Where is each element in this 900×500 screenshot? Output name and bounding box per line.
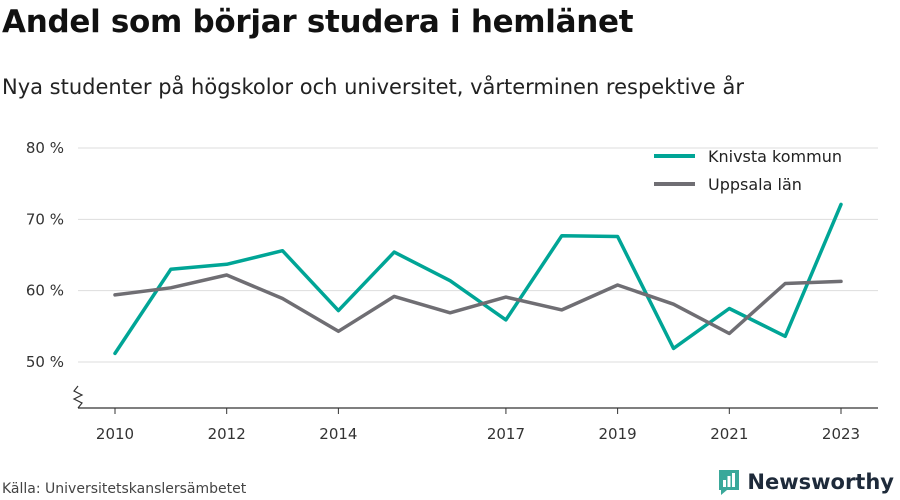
legend: Knivsta kommun Uppsala län	[654, 147, 842, 194]
brand-logo: Newsworthy	[717, 468, 894, 496]
legend-label: Uppsala län	[708, 175, 802, 194]
grid-lines	[78, 147, 878, 363]
legend-label: Knivsta kommun	[708, 147, 842, 166]
x-tick-label: 2019	[599, 425, 637, 443]
series-knivsta	[113, 202, 843, 356]
chart-title: Andel som börjar studera i hemlänet	[2, 4, 634, 40]
series-line	[113, 202, 843, 356]
chart-subtitle: Nya studenter på högskolor och universit…	[2, 75, 744, 99]
series-line	[113, 273, 843, 336]
x-tick-label: 2010	[96, 425, 134, 443]
y-tick-label: 50 %	[26, 353, 64, 371]
axis-break-icon	[72, 385, 84, 409]
x-tick-label: 2017	[487, 425, 525, 443]
y-tick-label: 70 %	[26, 210, 64, 228]
x-tick-label: 2021	[710, 425, 748, 443]
series-lines	[113, 202, 843, 356]
x-tick-label: 2023	[822, 425, 860, 443]
x-tick-label: 2014	[319, 425, 357, 443]
source-note: Källa: Universitetskanslersämbetet	[2, 481, 247, 497]
y-tick-label: 60 %	[26, 282, 64, 300]
y-tick-label: 80 %	[26, 139, 64, 157]
x-tick-label: 2012	[208, 425, 246, 443]
brand-name: Newsworthy	[747, 470, 894, 494]
x-axis: 2010 2012 2014 2017 2019 2021 2023	[72, 385, 878, 443]
y-axis-ticks: 50 % 60 % 70 % 80 %	[26, 139, 64, 371]
series-uppsala	[113, 273, 843, 336]
newsworthy-logo-icon	[719, 470, 740, 495]
